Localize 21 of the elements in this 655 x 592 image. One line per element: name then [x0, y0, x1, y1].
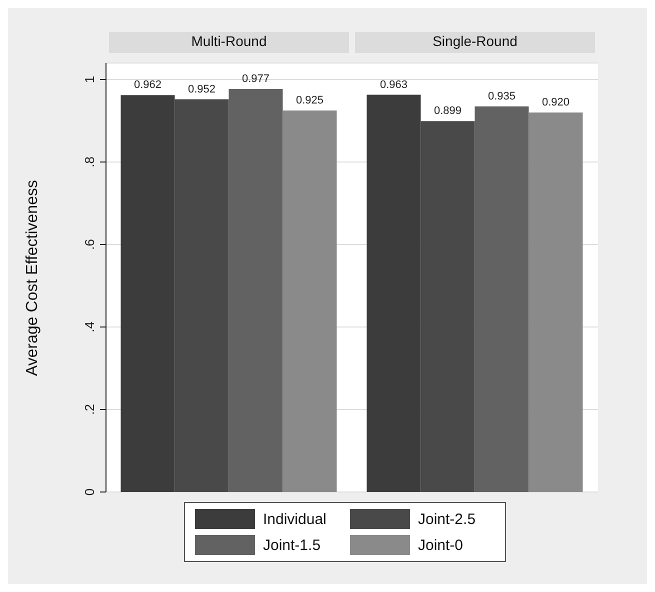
y-tick-label: 0 [82, 488, 97, 496]
data-label: 0.920 [542, 96, 570, 108]
x-tick-label: Single-Round [432, 33, 518, 49]
y-tick-label: .4 [82, 322, 97, 332]
data-label: 0.935 [488, 90, 516, 102]
y-tick-label: .8 [82, 156, 97, 168]
data-label: 0.963 [380, 78, 408, 91]
legend-label: Joint-2.5 [418, 510, 476, 528]
x-tick-label: Multi-Round [191, 33, 267, 49]
y-tick-label: 1 [82, 76, 97, 84]
data-label: 0.899 [434, 105, 462, 118]
data-label: 0.952 [188, 83, 216, 96]
data-label: 0.962 [134, 79, 162, 92]
legend-label: Joint-1.5 [263, 536, 321, 554]
y-tick-label: .6 [82, 239, 97, 250]
y-axis-title: Average Cost Effectiveness [24, 180, 42, 376]
legend-label: Joint-0 [418, 536, 464, 554]
legend-label: Individual [263, 510, 326, 528]
data-label: 0.925 [296, 94, 324, 106]
data-label: 0.977 [242, 72, 270, 85]
y-tick-label: .2 [82, 404, 97, 415]
